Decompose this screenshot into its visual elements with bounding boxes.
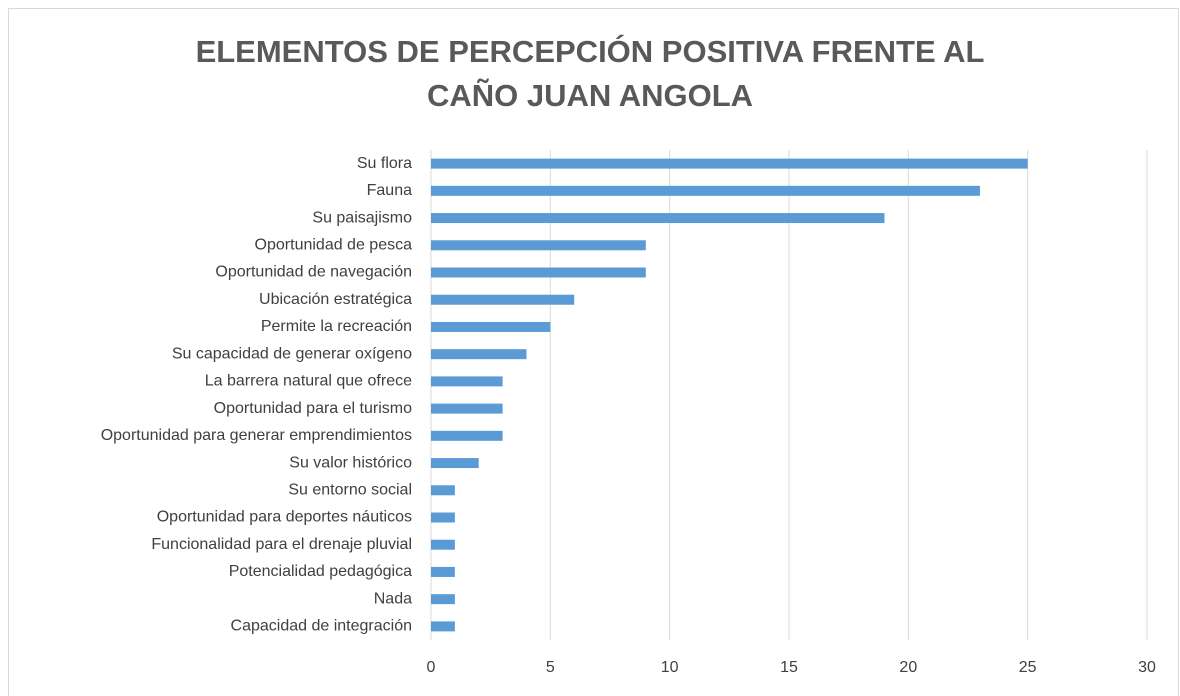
y-tick-label: Funcionalidad para el drenaje pluvial — [151, 536, 412, 553]
y-tick-label: Oportunidad de navegación — [215, 264, 412, 281]
bar — [431, 566, 455, 577]
y-tick-label: Potencialidad pedagógica — [229, 563, 412, 580]
bar — [431, 158, 1028, 169]
y-tick-label: Su valor histórico — [289, 454, 412, 471]
bar — [431, 349, 527, 360]
bar — [431, 240, 646, 251]
bar — [431, 594, 455, 605]
bar — [431, 539, 455, 550]
x-tick-label: 10 — [661, 659, 679, 676]
x-tick-label: 5 — [546, 659, 555, 676]
bar — [431, 621, 455, 632]
bar — [431, 321, 551, 332]
y-tick-label: Capacidad de integración — [231, 618, 412, 635]
y-tick-label: Su flora — [357, 155, 412, 172]
bar — [431, 430, 503, 441]
bar — [431, 213, 885, 224]
x-tick-label: 20 — [899, 659, 917, 676]
x-tick-label: 30 — [1138, 659, 1156, 676]
x-tick-label: 15 — [780, 659, 798, 676]
y-tick-label: Oportunidad para el turismo — [214, 400, 412, 417]
y-tick-label: Oportunidad para generar emprendimientos — [101, 427, 412, 444]
y-tick-label: Su capacidad de generar oxígeno — [172, 345, 412, 362]
y-tick-label: Oportunidad para deportes náuticos — [157, 509, 412, 526]
bar — [431, 267, 646, 278]
y-tick-label: Su entorno social — [288, 481, 412, 498]
x-tick-label: 0 — [427, 659, 436, 676]
y-tick-label: Su paisajismo — [312, 209, 412, 226]
y-tick-label: Oportunidad de pesca — [255, 236, 413, 253]
bar — [431, 185, 980, 196]
bar — [431, 485, 455, 496]
bar — [431, 512, 455, 523]
y-tick-label: Nada — [374, 590, 412, 607]
y-tick-label: Fauna — [367, 182, 412, 199]
x-tick-label: 25 — [1019, 659, 1037, 676]
bar — [431, 376, 503, 387]
y-tick-label: La barrera natural que ofrece — [205, 373, 412, 390]
chart-border — [8, 8, 1179, 696]
y-tick-label: Ubicación estratégica — [259, 291, 412, 308]
chart-title: ELEMENTOS DE PERCEPCIÓN POSITIVA FRENTE … — [195, 34, 985, 113]
bar — [431, 458, 479, 469]
bar — [431, 403, 503, 414]
y-tick-label: Permite la recreación — [261, 318, 412, 335]
bar — [431, 294, 575, 305]
